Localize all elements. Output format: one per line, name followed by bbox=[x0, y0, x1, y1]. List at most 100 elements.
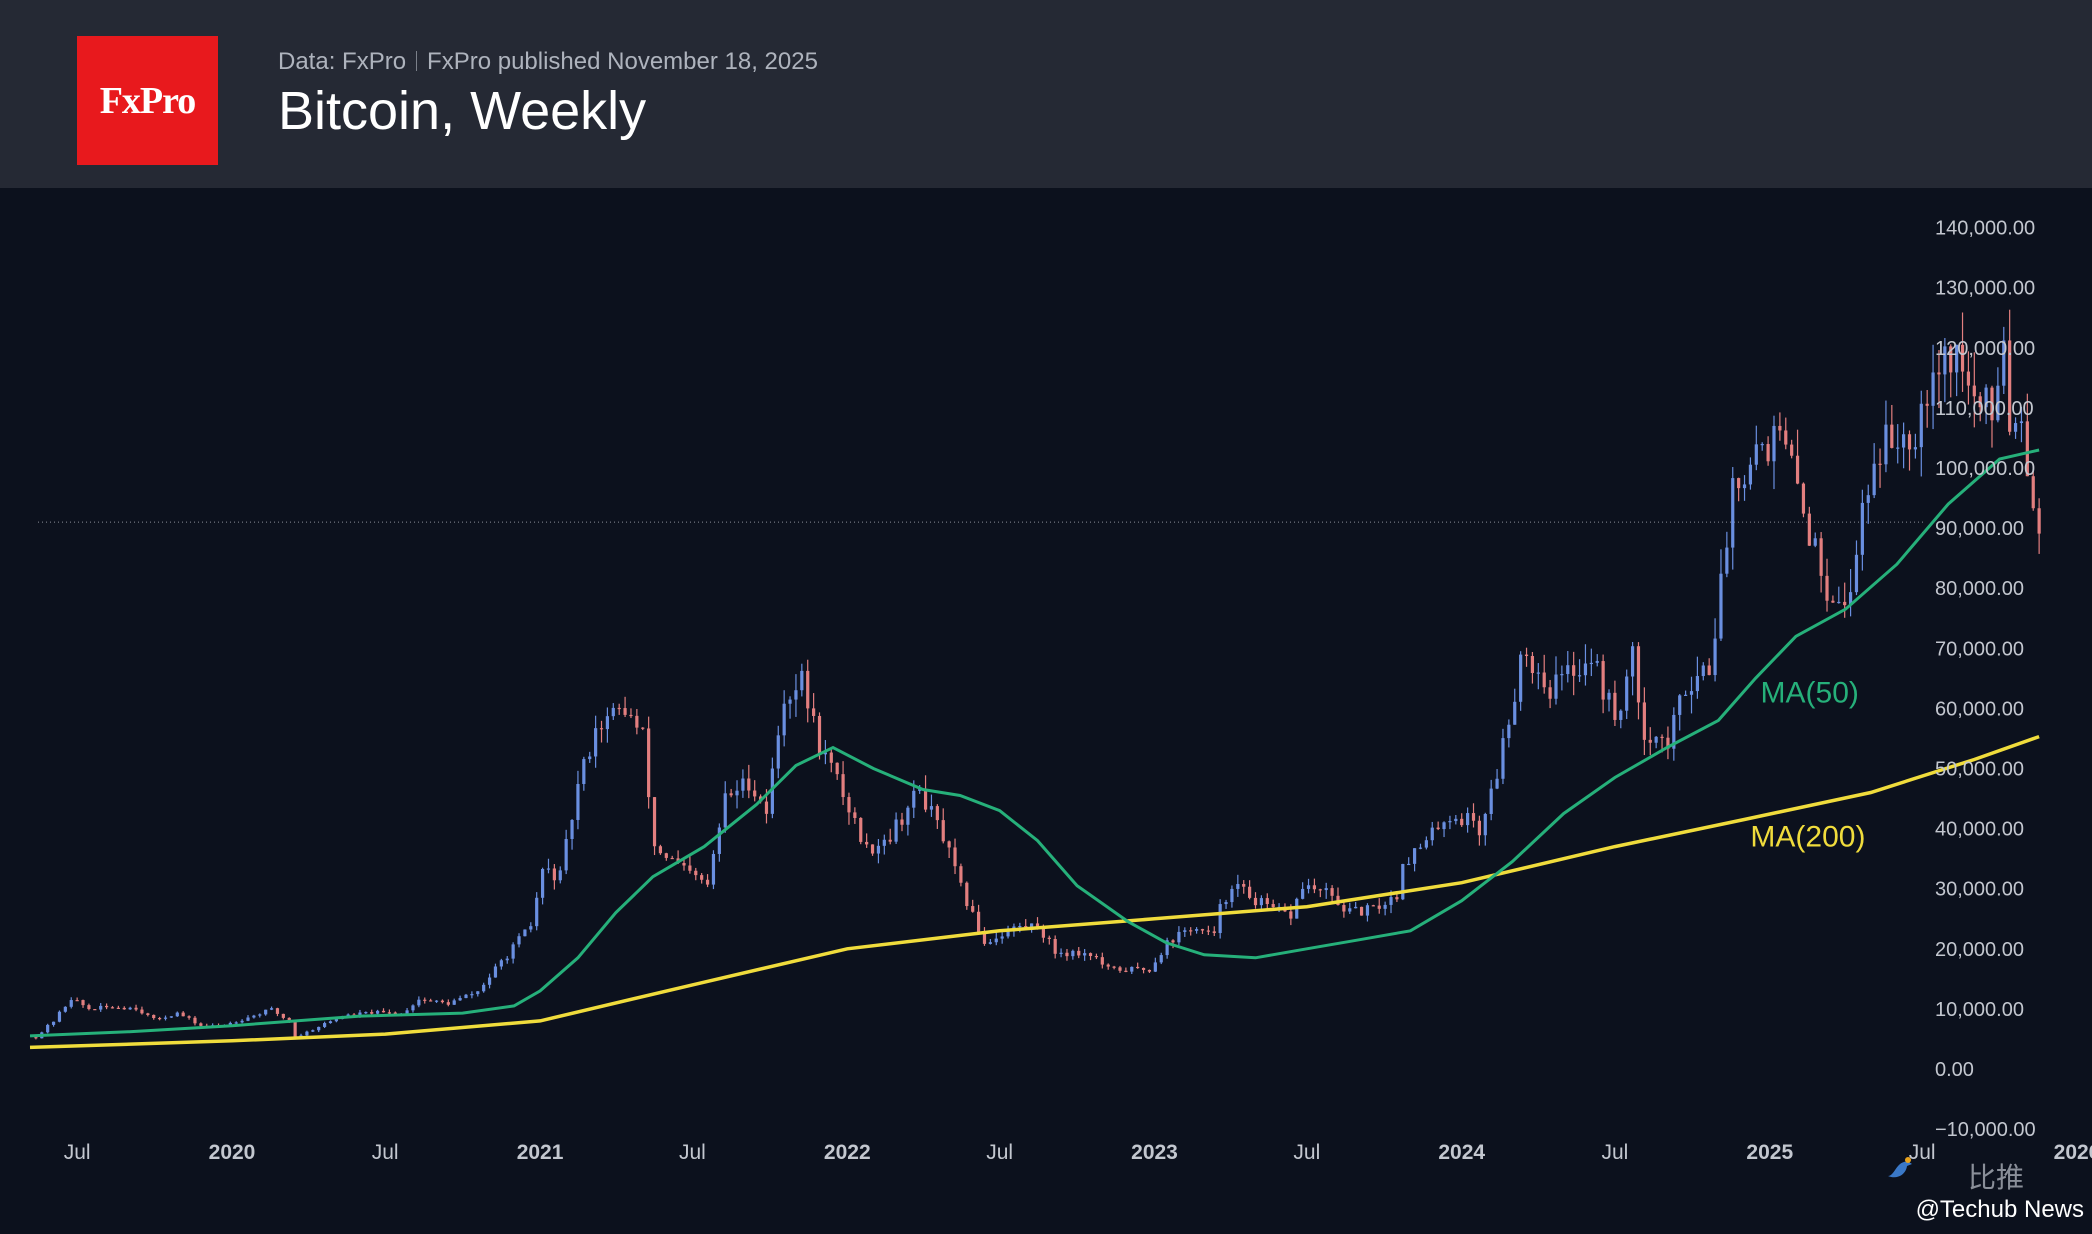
candle bbox=[1230, 885, 1234, 908]
candle-body bbox=[923, 789, 928, 810]
candle-body bbox=[1925, 403, 1929, 406]
candle bbox=[240, 1019, 244, 1024]
candle-body bbox=[322, 1023, 327, 1027]
candle-body bbox=[1860, 502, 1864, 555]
candle bbox=[93, 1009, 97, 1011]
candle-body bbox=[1359, 906, 1364, 916]
candle bbox=[381, 1008, 386, 1013]
candle bbox=[1501, 728, 1505, 785]
candle bbox=[611, 703, 615, 720]
candle bbox=[1984, 384, 1988, 425]
candle-body bbox=[199, 1023, 203, 1026]
candle-body bbox=[246, 1017, 250, 1021]
candle-body bbox=[1896, 447, 1900, 449]
candle-body bbox=[75, 1000, 79, 1002]
candle-body bbox=[1418, 847, 1423, 849]
candle bbox=[1412, 848, 1417, 872]
candle-body bbox=[434, 1000, 439, 1002]
candle bbox=[1801, 482, 1806, 518]
candle-body bbox=[870, 844, 875, 854]
x-tick-label: 2021 bbox=[517, 1141, 564, 1164]
candle-body bbox=[1684, 694, 1688, 696]
candle bbox=[193, 1016, 197, 1026]
candle bbox=[1666, 726, 1670, 760]
candle-body bbox=[1501, 738, 1505, 779]
candle bbox=[1654, 735, 1658, 749]
candle-body bbox=[700, 875, 704, 880]
x-tick-label: 2025 bbox=[1746, 1141, 1793, 1164]
candle-body bbox=[835, 762, 839, 775]
candle-body bbox=[305, 1031, 309, 1036]
candle-body bbox=[1371, 905, 1375, 907]
candle-body bbox=[782, 703, 786, 736]
candle-body bbox=[1141, 967, 1146, 970]
candle-body bbox=[888, 839, 892, 842]
candle bbox=[429, 998, 433, 1002]
candle bbox=[1359, 906, 1364, 916]
candle-body bbox=[269, 1008, 274, 1010]
candle bbox=[794, 674, 798, 717]
candle-body bbox=[1937, 372, 1941, 375]
candle bbox=[1837, 586, 1841, 604]
candle bbox=[1731, 467, 1735, 570]
candle bbox=[1489, 779, 1493, 821]
candle-body bbox=[1071, 950, 1075, 957]
candle-body bbox=[1713, 638, 1717, 676]
candle-body bbox=[1271, 904, 1275, 908]
candle bbox=[1619, 709, 1623, 729]
candle bbox=[658, 844, 663, 855]
candle-body bbox=[1448, 821, 1452, 823]
candle-body bbox=[376, 1010, 380, 1014]
watermark: 比推 @Techub News bbox=[1887, 1156, 2084, 1224]
candle bbox=[1159, 952, 1163, 965]
candle-body bbox=[629, 714, 633, 717]
candle-body bbox=[947, 841, 951, 848]
candle-body bbox=[311, 1030, 315, 1032]
candle-body bbox=[493, 966, 498, 978]
candle bbox=[1825, 558, 1829, 612]
candle bbox=[988, 939, 992, 945]
candle bbox=[1813, 532, 1817, 548]
candle bbox=[1902, 422, 1906, 469]
candle bbox=[1695, 656, 1699, 699]
candle-body bbox=[1801, 483, 1806, 514]
candle-body bbox=[588, 756, 592, 760]
candle bbox=[735, 780, 739, 809]
candle-body bbox=[128, 1007, 132, 1010]
candle-body bbox=[1218, 904, 1222, 934]
candle-body bbox=[900, 819, 904, 825]
candle bbox=[275, 1007, 280, 1017]
candle bbox=[976, 904, 981, 934]
candle-body bbox=[452, 1000, 456, 1005]
candle bbox=[1913, 433, 1917, 459]
candle bbox=[169, 1016, 174, 1018]
candle-body bbox=[1224, 902, 1228, 905]
chart-subtitle: Data: FxPro FxPro published November 18, … bbox=[278, 48, 818, 76]
candle-body bbox=[717, 827, 721, 854]
candle bbox=[1848, 569, 1853, 617]
candle bbox=[1748, 457, 1753, 490]
candle-body bbox=[1554, 674, 1558, 699]
candle bbox=[2002, 326, 2006, 395]
candle bbox=[69, 997, 73, 1009]
candle bbox=[1966, 351, 1971, 405]
candle bbox=[1530, 651, 1535, 684]
candle-body bbox=[664, 853, 668, 858]
candle bbox=[1100, 952, 1104, 969]
candle bbox=[1442, 821, 1446, 838]
candle bbox=[1589, 648, 1593, 677]
candle-body bbox=[1147, 969, 1152, 972]
candle-body bbox=[1566, 665, 1570, 675]
candle-body bbox=[417, 999, 421, 1006]
candle bbox=[411, 1004, 415, 1013]
candle-body bbox=[1171, 940, 1175, 943]
candle-body bbox=[1613, 692, 1617, 720]
candle-body bbox=[57, 1011, 62, 1022]
candle bbox=[1324, 882, 1328, 899]
candle-body bbox=[535, 897, 539, 927]
fxpro-logo: FxPro bbox=[77, 36, 218, 165]
candle-body bbox=[1695, 676, 1699, 692]
candle bbox=[1077, 947, 1081, 959]
candle bbox=[458, 995, 462, 1001]
candle bbox=[152, 1014, 156, 1020]
